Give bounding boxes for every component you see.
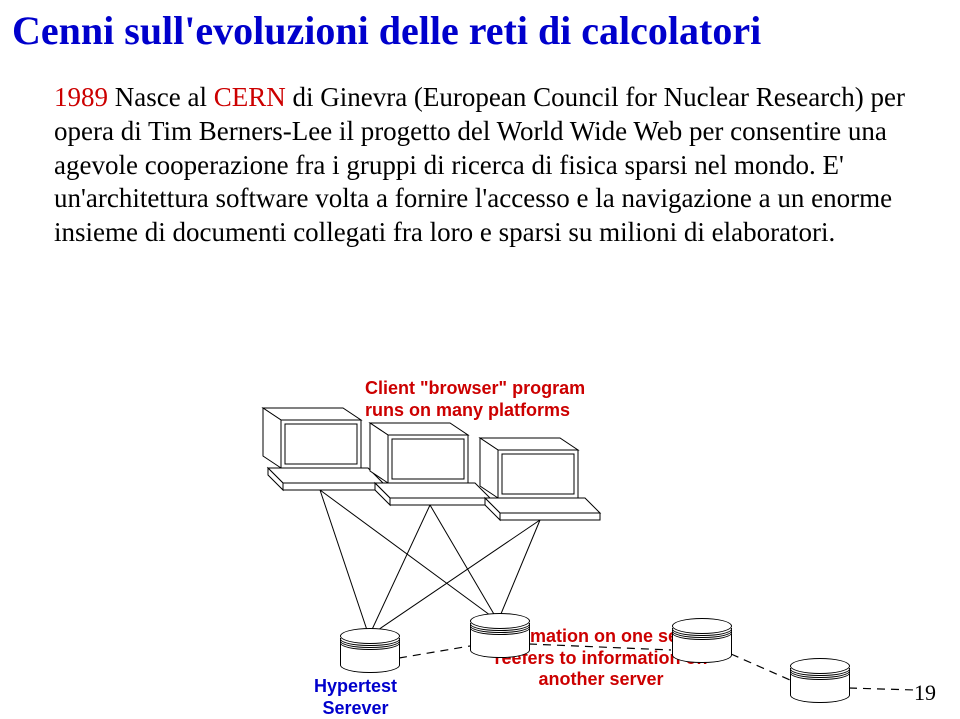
diagram-area: Client "browser" program runs on many pl…	[0, 378, 960, 718]
client-label: Client "browser" program runs on many pl…	[365, 378, 585, 421]
page-title: Cenni sull'evoluzioni delle reti di calc…	[12, 8, 960, 54]
monitor-icon	[480, 438, 600, 520]
server-cylinder-icon	[340, 628, 398, 673]
server-cylinder-icon	[672, 618, 730, 663]
server-cylinder-icon	[790, 658, 848, 703]
year: 1989	[54, 82, 108, 112]
server-label: Hypertest Serever	[314, 676, 397, 719]
org-abbrev: CERN	[214, 82, 286, 112]
body-paragraph: 1989 Nasce al CERN di Ginevra (European …	[54, 81, 924, 250]
page-number: 19	[914, 680, 936, 706]
server-cylinder-icon	[470, 613, 528, 658]
text-pre: Nasce al	[108, 82, 214, 112]
monitor-icon	[370, 423, 490, 505]
